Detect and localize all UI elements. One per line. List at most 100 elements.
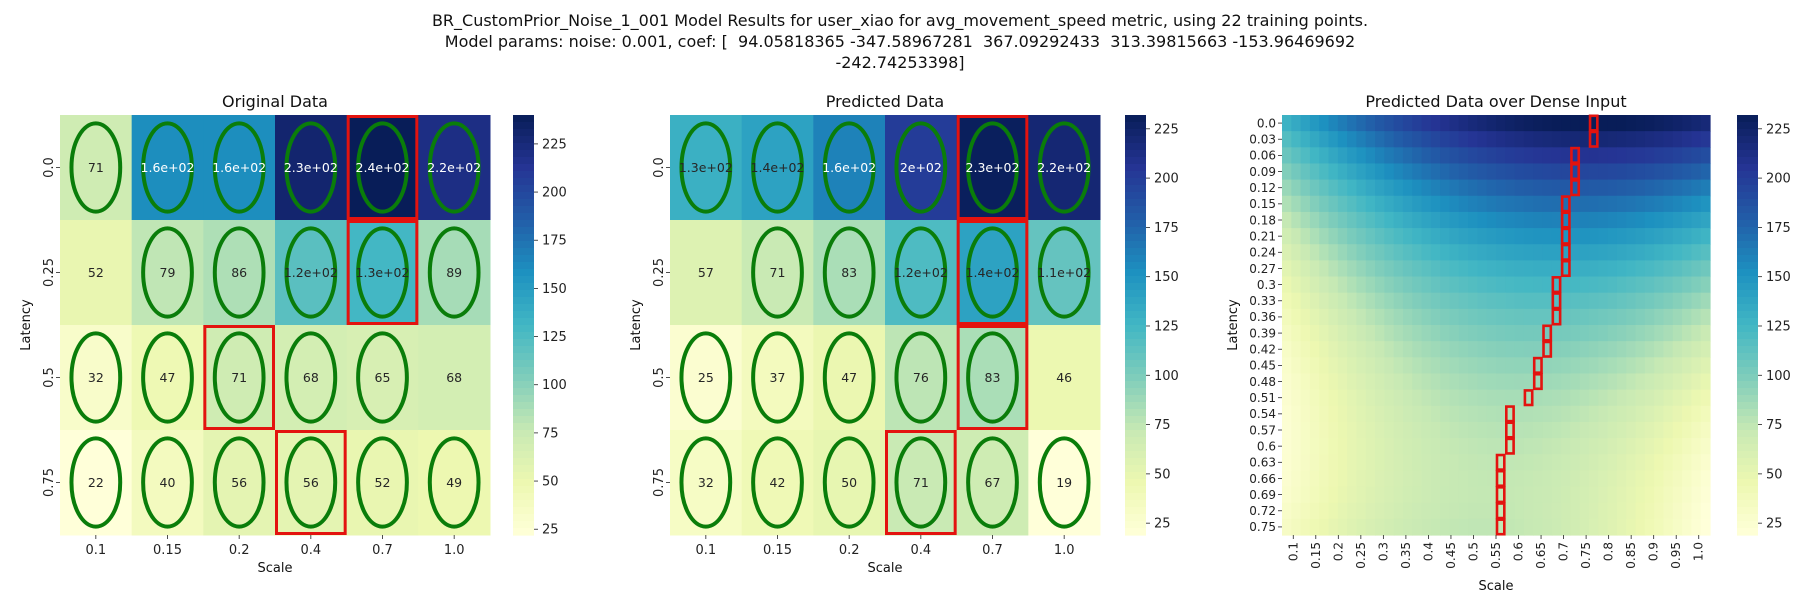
dense-predicted-data-cell xyxy=(1533,163,1544,181)
dense-predicted-data-cell xyxy=(1430,454,1441,471)
dense-predicted-data-cell xyxy=(1421,486,1432,504)
predicted-data-colorbar-band xyxy=(1125,157,1146,165)
dense-predicted-data-cell xyxy=(1551,486,1562,504)
dense-predicted-data-cell xyxy=(1486,438,1497,455)
predicted-data-training-point-marker xyxy=(679,121,733,214)
dense-predicted-data-cell xyxy=(1598,260,1609,278)
original-data-cell-annotation: 32 xyxy=(88,370,104,385)
predicted-data-x-tick-label: 0.2 xyxy=(839,543,860,558)
dense-predicted-data-cell xyxy=(1663,131,1674,148)
dense-predicted-data-cell xyxy=(1319,502,1330,520)
dense-predicted-data-cell xyxy=(1347,405,1358,423)
dense-predicted-data-cell xyxy=(1598,373,1609,391)
dense-predicted-data-cell xyxy=(1468,373,1478,391)
predicted-data-colorbar-band xyxy=(1125,423,1146,431)
dense-predicted-data-cell xyxy=(1644,502,1655,520)
dense-predicted-data-cell xyxy=(1309,260,1320,278)
dense-predicted-data-cell xyxy=(1561,486,1572,504)
dense-predicted-data-cell xyxy=(1468,389,1478,407)
dense-predicted-data-cell xyxy=(1589,389,1599,407)
dense-predicted-data-cell xyxy=(1561,341,1572,358)
dense-predicted-data-cell xyxy=(1514,518,1525,536)
dense-predicted-data-cell xyxy=(1449,373,1460,391)
dense-predicted-data-y-axis-label: Latency xyxy=(1226,299,1241,351)
predicted-data-cell-annotation: 76 xyxy=(913,370,929,385)
original-data-cell-annotation: 52 xyxy=(88,265,104,280)
dense-predicted-data-cell xyxy=(1654,389,1665,407)
dense-predicted-data-cell xyxy=(1449,454,1460,471)
dense-predicted-data-cell xyxy=(1551,115,1562,132)
dense-predicted-data-cell xyxy=(1570,163,1581,181)
dense-predicted-data-cell xyxy=(1328,454,1339,471)
dense-predicted-data-cell xyxy=(1402,421,1413,439)
dense-predicted-data-cell xyxy=(1468,195,1478,213)
dense-predicted-data-cell xyxy=(1328,405,1339,423)
original-data-colorbar-band xyxy=(513,388,534,396)
dense-predicted-data-cell xyxy=(1654,115,1665,132)
dense-predicted-data-cell xyxy=(1616,438,1627,455)
dense-predicted-data-cell xyxy=(1384,470,1395,488)
original-data-colorbar-band xyxy=(513,437,534,445)
dense-predicted-data-cell xyxy=(1635,341,1646,358)
dense-predicted-data-colorbar-band xyxy=(1737,528,1758,536)
dense-predicted-data-cell xyxy=(1607,292,1618,310)
dense-predicted-data-cell xyxy=(1477,438,1488,455)
dense-predicted-data-cell xyxy=(1365,405,1376,423)
dense-predicted-data-cell xyxy=(1607,405,1618,423)
dense-predicted-data-cell xyxy=(1496,470,1506,488)
dense-predicted-data-cell xyxy=(1430,163,1441,181)
dense-predicted-data-cell xyxy=(1412,518,1423,536)
dense-predicted-data-cell xyxy=(1496,486,1506,504)
dense-predicted-data-cell xyxy=(1440,502,1451,520)
dense-predicted-data-cell xyxy=(1328,195,1339,213)
dense-predicted-data-cell xyxy=(1356,389,1367,407)
predicted-data-training-point-marker xyxy=(679,331,733,424)
dense-predicted-data-cell xyxy=(1347,211,1358,229)
dense-predicted-data-cell xyxy=(1672,341,1683,358)
dense-predicted-data-cell xyxy=(1477,195,1488,213)
dense-predicted-data-cell xyxy=(1663,325,1674,342)
dense-predicted-data-y-tick-label: 0.21 xyxy=(1249,229,1276,243)
dense-predicted-data-cell xyxy=(1440,518,1451,536)
dense-predicted-data-cell xyxy=(1663,211,1674,229)
dense-predicted-data-cell xyxy=(1551,163,1562,181)
dense-predicted-data-cell xyxy=(1644,357,1655,375)
dense-predicted-data-cell xyxy=(1393,131,1404,148)
dense-predicted-data-cell xyxy=(1449,179,1460,197)
dense-predicted-data-cell xyxy=(1607,373,1618,391)
dense-predicted-data-cell xyxy=(1672,454,1683,471)
dense-predicted-data-cell xyxy=(1523,131,1534,148)
dense-predicted-data-y-tick-label: 0.75 xyxy=(1249,520,1276,534)
dense-predicted-data-cell xyxy=(1579,179,1590,197)
dense-predicted-data-cell xyxy=(1644,292,1655,310)
dense-predicted-data-x-tick-label: 0.85 xyxy=(1624,542,1638,569)
dense-predicted-data-cell xyxy=(1486,195,1497,213)
original-data-cell-annotation: 1.6e+02 xyxy=(141,160,195,175)
dense-predicted-data-cell xyxy=(1496,421,1506,439)
original-data-cell-annotation: 40 xyxy=(160,475,176,490)
dense-predicted-data-cell xyxy=(1570,341,1581,358)
dense-predicted-data-cell xyxy=(1282,260,1292,278)
dense-predicted-data-cell xyxy=(1477,147,1488,165)
dense-predicted-data-cell xyxy=(1551,211,1562,229)
dense-predicted-data-cell xyxy=(1421,438,1432,455)
dense-predicted-data-cell xyxy=(1523,421,1534,439)
dense-predicted-data-cell xyxy=(1477,405,1488,423)
dense-predicted-data-cell xyxy=(1328,211,1339,229)
dense-predicted-data-colorbar-tick-label: 25 xyxy=(1766,517,1783,532)
dense-predicted-data-cell xyxy=(1589,405,1599,423)
dense-predicted-data-cell xyxy=(1458,260,1469,278)
dense-predicted-data-cell xyxy=(1691,292,1702,310)
dense-predicted-data-cell xyxy=(1486,147,1497,165)
dense-predicted-data-x-tick-label: 0.75 xyxy=(1579,542,1593,569)
predicted-data-colorbar-band xyxy=(1125,136,1146,144)
original-data-training-point-marker xyxy=(141,121,194,214)
predicted-data-training-point-marker xyxy=(966,121,1019,214)
dense-predicted-data-cell xyxy=(1654,470,1665,488)
predicted-data-colorbar-band xyxy=(1125,304,1146,312)
dense-predicted-data-x-tick-label: 0.2 xyxy=(1331,542,1345,561)
dense-predicted-data-cell xyxy=(1421,163,1432,181)
dense-predicted-data-argmax-marker xyxy=(1532,356,1543,374)
dense-predicted-data-colorbar-band xyxy=(1737,465,1758,473)
dense-predicted-data-cell xyxy=(1691,502,1702,520)
